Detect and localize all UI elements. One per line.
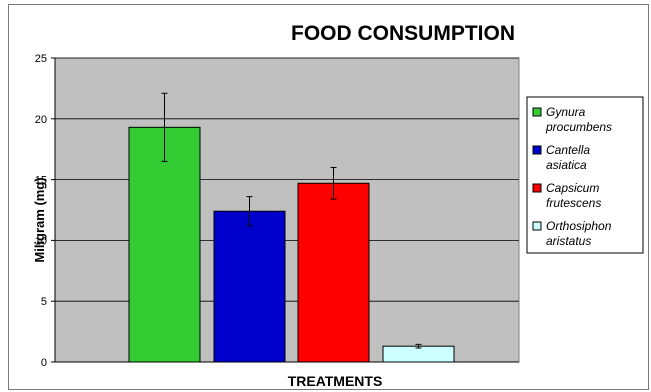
chart-title: FOOD CONSUMPTION	[291, 22, 515, 45]
legend-entry-text: frutescens	[546, 196, 601, 210]
legend-entry-text: Capsicum	[546, 181, 599, 195]
legend-entry-text: Cantella	[546, 143, 590, 157]
y-tick-label: 5	[41, 296, 47, 308]
legend-entry-text: aristatus	[546, 234, 591, 248]
bar-capsicum-frutescens	[297, 182, 370, 363]
x-axis-label: TREATMENTS	[288, 373, 383, 389]
legend-box	[526, 96, 644, 254]
legend-swatch	[532, 183, 542, 193]
chart-frame: FOOD CONSUMPTION 0 5 10 15 20 25 TREATMENTS M…	[8, 4, 649, 390]
legend-swatch	[532, 107, 542, 117]
food-consumption-chart: FOOD CONSUMPTION 0 5 10 15 20 25 TREATMENTS M…	[32, 22, 644, 389]
y-axis-label: Miligram (mg)	[32, 177, 47, 262]
y-tick-label: 20	[35, 114, 47, 126]
y-tick-label: 0	[41, 357, 47, 369]
bar-cantella-asiatica	[213, 210, 286, 363]
legend-swatch	[532, 145, 542, 155]
y-tick-label: 10	[35, 235, 47, 247]
legend-entry-text: Gynura	[546, 105, 586, 119]
y-tick-label: 15	[35, 175, 47, 187]
legend-entry-text: asiatica	[546, 158, 587, 172]
legend-entry-text: Orthosiphon	[546, 219, 612, 233]
plot-area: 0 5 10 15 20 25	[35, 53, 520, 369]
bar-gynura-procumbens	[128, 126, 201, 363]
bar-orthosiphon-aristatus	[382, 345, 455, 363]
legend-swatch	[532, 221, 542, 231]
y-tick-label: 25	[35, 53, 47, 65]
plot-background	[54, 57, 520, 363]
legend-entry-text: procumbens	[545, 120, 612, 134]
